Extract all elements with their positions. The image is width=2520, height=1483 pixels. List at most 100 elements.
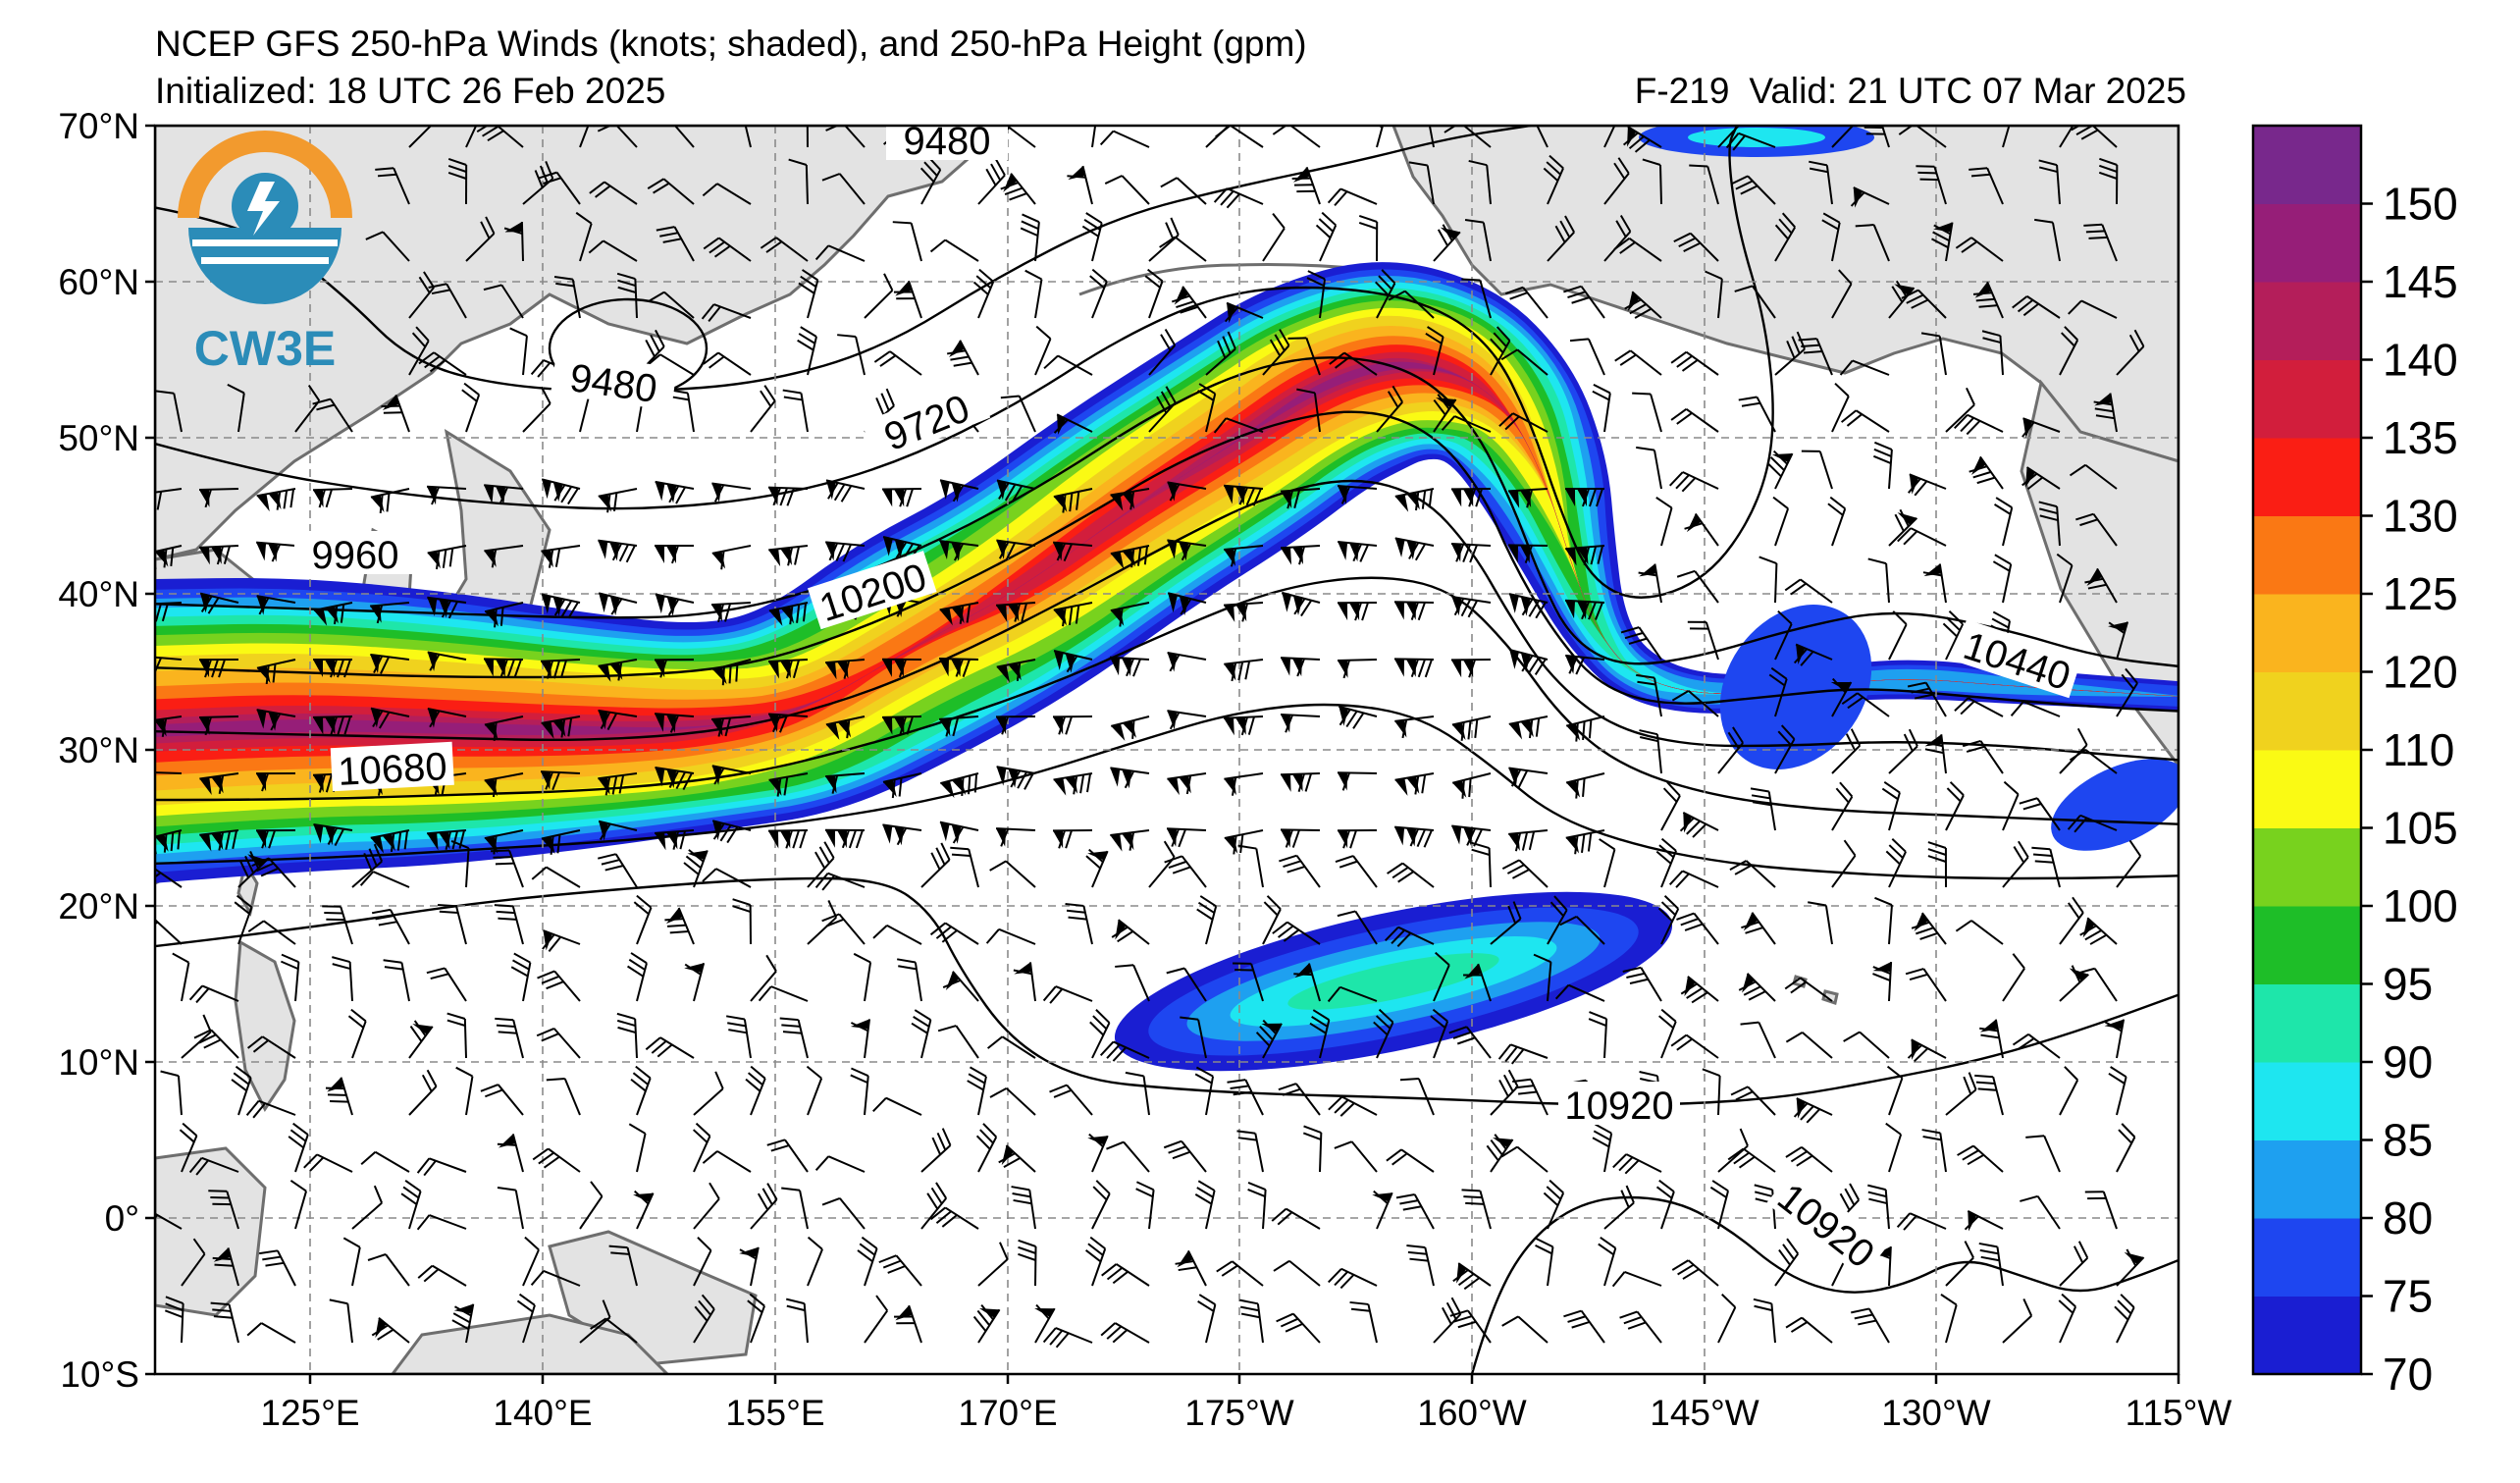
colorbar: 70 75 80 85 90 95 100 105 110 120 125 130 135 140 145 1…	[2251, 124, 2458, 1400]
wind-barb	[750, 954, 777, 1002]
wind-barb	[702, 868, 752, 888]
wind-barb	[589, 181, 638, 205]
wind-barb	[1940, 1294, 1958, 1344]
wind-barb	[1911, 912, 1947, 945]
wind-barb	[1565, 599, 1605, 620]
logo-text: CW3E	[194, 321, 336, 376]
aleutian-islands	[1078, 263, 1375, 296]
lon-tick-label: 145°W	[1650, 1393, 1759, 1433]
wind-barb	[1167, 539, 1207, 561]
wind-barb	[541, 829, 581, 855]
wind-barb	[1563, 1309, 1605, 1344]
wind-barb	[1962, 740, 2004, 774]
wind-barb	[1920, 332, 1947, 376]
wind-barb	[256, 488, 296, 512]
wind-barb	[1793, 1097, 1833, 1124]
wind-barb	[939, 602, 979, 626]
colorbar-label: 110	[2383, 724, 2454, 775]
wind-barb	[370, 653, 410, 674]
wind-barb	[1992, 554, 2013, 604]
wind-barb	[1451, 772, 1492, 799]
wind-barb	[1490, 1069, 1519, 1116]
wind-barb	[1372, 1190, 1393, 1230]
eastern-jet-streak	[1719, 605, 1872, 769]
wind-barb	[2084, 1191, 2118, 1230]
wind-barb	[1872, 962, 1893, 1002]
wind-barb	[155, 917, 183, 945]
wind-barb	[894, 1304, 922, 1344]
wind-barb	[2031, 846, 2061, 888]
wind-barb	[542, 929, 581, 953]
colorbar-swatch	[2253, 1296, 2361, 1375]
wind-barb	[2067, 814, 2118, 833]
wind-barb	[1907, 681, 1947, 717]
wind-barb	[1730, 1086, 1776, 1116]
wind-barb	[1167, 772, 1207, 796]
wind-barb	[179, 1122, 198, 1173]
wind-barb	[929, 1206, 979, 1230]
wind-barb	[1717, 1294, 1737, 1344]
wind-barb	[198, 715, 239, 736]
wind-barb	[1931, 222, 1954, 262]
wind-barb	[370, 707, 410, 729]
wind-barb	[711, 602, 752, 623]
wind-barb	[1529, 126, 1549, 148]
colorbar-label: 130	[2383, 491, 2458, 542]
wind-barb	[416, 1157, 467, 1177]
wind-barb	[1603, 126, 1622, 148]
wind-barb	[1855, 224, 1890, 262]
wind-barb	[2059, 727, 2088, 774]
wind-barb	[1565, 654, 1605, 675]
wind-barb	[972, 268, 995, 319]
wind-barb	[484, 715, 524, 741]
wind-barb	[1337, 829, 1378, 849]
wind-barb	[598, 772, 638, 796]
contour-label-bg	[1558, 1082, 1680, 1125]
wind-barb	[1565, 772, 1605, 799]
wind-barb	[1508, 829, 1549, 852]
lon-tick-label: 170°E	[958, 1393, 1057, 1433]
wind-barb	[950, 846, 979, 888]
wind-barb	[1280, 657, 1321, 677]
wind-barb	[1867, 1184, 1890, 1230]
wind-barb	[2012, 295, 2061, 319]
wind-barb	[1110, 545, 1150, 569]
wind-barb	[251, 857, 296, 888]
wind-barb	[1043, 354, 1093, 376]
wind-barb	[1100, 1322, 1150, 1344]
wind-barb	[1164, 855, 1207, 888]
wind-barb	[1104, 175, 1150, 205]
wind-barb	[702, 183, 752, 205]
wind-barb	[1091, 1180, 1111, 1230]
wind-barb	[2010, 700, 2061, 717]
borneo-land	[155, 1146, 267, 1317]
wind-barb	[920, 842, 951, 888]
wind-barb	[1216, 1260, 1264, 1287]
wind-barb	[857, 1236, 878, 1287]
wind-barb	[2059, 126, 2081, 148]
wind-barb	[1272, 921, 1321, 945]
wind-barb	[1213, 417, 1264, 434]
contour-label-bg	[1766, 1169, 1889, 1279]
wind-barb	[1850, 186, 1890, 208]
wind-barb	[2116, 329, 2145, 376]
wind-barb	[1508, 488, 1549, 508]
wind-barb	[1255, 1019, 1283, 1059]
wind-barb	[490, 849, 524, 888]
wind-barb	[1110, 715, 1150, 741]
wind-barb	[806, 1065, 823, 1116]
colorbar-label: 100	[2383, 880, 2458, 931]
wind-barb	[2021, 417, 2061, 439]
wind-barb	[864, 273, 894, 319]
wind-barb	[1000, 173, 1036, 205]
height-contour-line	[1470, 1195, 2179, 1374]
wind-barb	[946, 340, 979, 376]
wind-barb	[1020, 213, 1040, 262]
wind-barb	[711, 545, 752, 570]
wind-barb	[199, 772, 239, 795]
wind-barb	[1830, 677, 1853, 717]
wind-barb	[484, 602, 524, 628]
wind-barb	[531, 866, 581, 888]
